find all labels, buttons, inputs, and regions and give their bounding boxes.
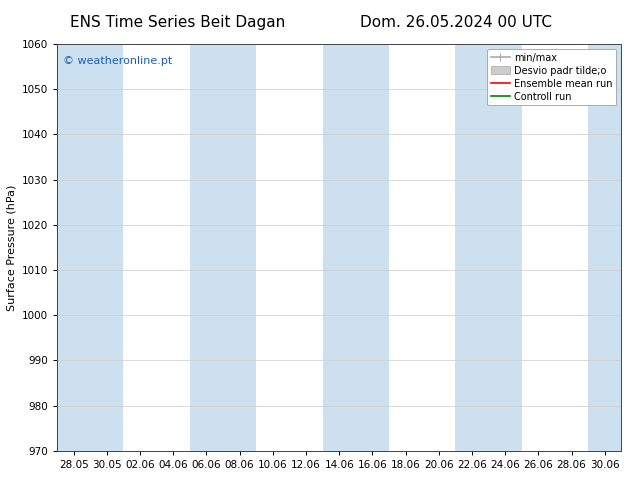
Bar	[190, 44, 256, 451]
Y-axis label: Surface Pressure (hPa): Surface Pressure (hPa)	[6, 184, 16, 311]
Bar	[588, 44, 621, 451]
Text: Dom. 26.05.2024 00 UTC: Dom. 26.05.2024 00 UTC	[361, 15, 552, 30]
Bar	[57, 44, 124, 451]
Text: ENS Time Series Beit Dagan: ENS Time Series Beit Dagan	[70, 15, 285, 30]
Bar	[323, 44, 389, 451]
Bar	[455, 44, 522, 451]
Text: © weatheronline.pt: © weatheronline.pt	[63, 56, 172, 66]
Legend: min/max, Desvio padr tilde;o, Ensemble mean run, Controll run: min/max, Desvio padr tilde;o, Ensemble m…	[487, 49, 616, 105]
